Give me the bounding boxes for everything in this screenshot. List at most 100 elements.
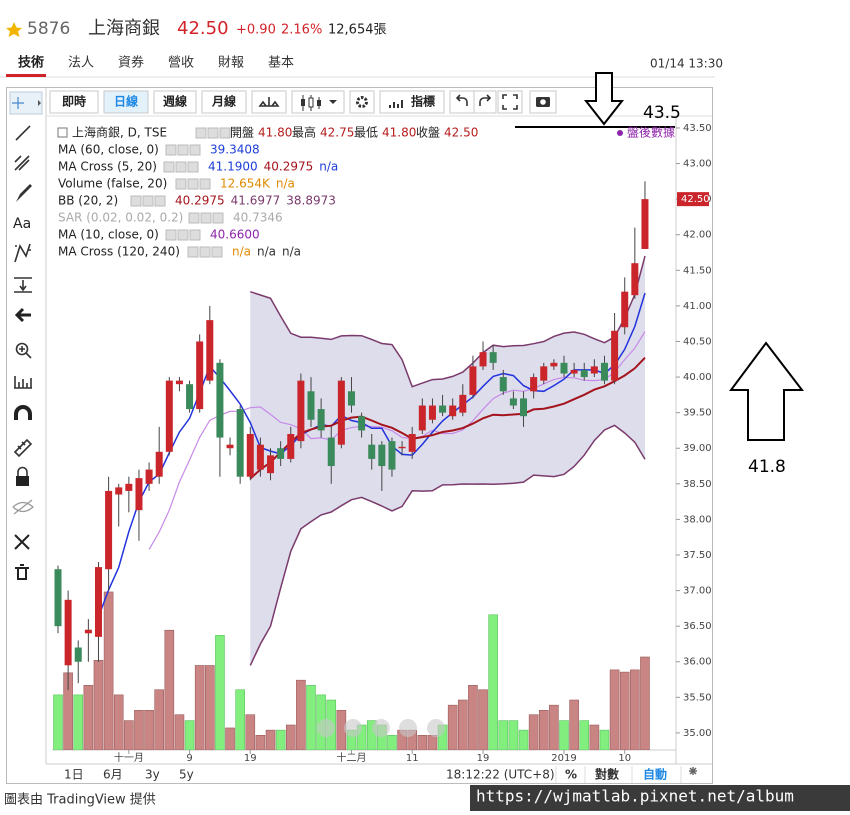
legend-icon[interactable] xyxy=(175,161,187,173)
legend-icon[interactable] xyxy=(142,195,154,207)
scale-option[interactable]: % xyxy=(565,768,577,782)
fullscreen-button[interactable] xyxy=(497,90,523,114)
hide-tool[interactable] xyxy=(12,499,34,515)
legend-icon[interactable] xyxy=(177,144,189,156)
settings-button[interactable] xyxy=(349,90,375,114)
interval-button[interactable] xyxy=(103,90,149,114)
legend-icon[interactable] xyxy=(177,229,189,241)
redo-button[interactable] xyxy=(473,90,497,114)
legend-icon[interactable] xyxy=(189,229,201,241)
tab[interactable]: 基本 xyxy=(268,56,294,71)
tab[interactable]: 資券 xyxy=(118,55,144,71)
ohlc-label: 最高 xyxy=(292,125,316,140)
candle-body xyxy=(590,366,598,374)
trendline-tool[interactable] xyxy=(15,125,31,141)
tab[interactable]: 技術 xyxy=(18,55,44,71)
indicator-icon xyxy=(389,100,403,108)
scroll-control[interactable] xyxy=(427,719,445,737)
collapse-icon[interactable] xyxy=(57,127,68,138)
stock-name: 上海商銀 xyxy=(88,18,160,39)
legend-icon[interactable] xyxy=(163,161,175,173)
legend-icon[interactable] xyxy=(189,144,201,156)
candle-body xyxy=(317,409,325,431)
interval-button[interactable] xyxy=(153,90,197,114)
legend-icon[interactable] xyxy=(175,178,187,190)
legend-icon[interactable] xyxy=(188,212,200,224)
bar-tool[interactable] xyxy=(14,376,32,389)
scale-option[interactable]: 對數 xyxy=(595,767,619,782)
y-tick-label: 40.50 xyxy=(683,336,712,347)
legend-icon[interactable] xyxy=(200,212,212,224)
legend-icon[interactable] xyxy=(165,144,177,156)
study-name: BB (20, 2) xyxy=(58,194,118,208)
range-button[interactable]: 6月 xyxy=(103,768,123,782)
legend-icon[interactable] xyxy=(195,127,207,139)
scroll-control[interactable] xyxy=(344,719,362,737)
legend-icon[interactable] xyxy=(212,212,224,224)
candle-body xyxy=(135,478,143,511)
tab[interactable]: 法人 xyxy=(68,56,94,71)
y-tick-label: 40.00 xyxy=(683,372,712,383)
tools-icon[interactable] xyxy=(14,534,30,550)
scroll-control[interactable] xyxy=(399,719,417,737)
legend-icon[interactable] xyxy=(199,246,211,258)
volume-bar xyxy=(113,694,124,750)
candle-body xyxy=(499,377,507,392)
measure-tool[interactable] xyxy=(14,277,32,293)
favorite-star[interactable] xyxy=(6,22,22,37)
footer: 圖表由 TradingView 提供 xyxy=(4,792,156,808)
candle-body xyxy=(469,366,477,395)
volume-bar xyxy=(630,669,640,750)
tab[interactable]: 營收 xyxy=(168,56,194,71)
study-name: MA (10, close, 0) xyxy=(58,228,159,242)
legend-icon[interactable] xyxy=(154,195,166,207)
interval-button[interactable] xyxy=(49,90,99,114)
candle-body xyxy=(155,451,163,477)
scale-option[interactable]: 自動 xyxy=(643,767,667,782)
volume-bar xyxy=(215,635,225,750)
indicators-button[interactable] xyxy=(379,90,445,114)
scroll-control[interactable] xyxy=(372,719,390,737)
undo-button[interactable] xyxy=(449,90,475,114)
study-value: n/a xyxy=(282,245,301,259)
range-button[interactable]: 3y xyxy=(145,768,160,782)
scroll-control[interactable] xyxy=(317,719,335,737)
volume-bar xyxy=(619,671,630,750)
legend-icon[interactable] xyxy=(187,161,199,173)
trash-tool[interactable] xyxy=(15,564,29,580)
legend-icon[interactable] xyxy=(187,178,199,190)
legend-icon[interactable] xyxy=(211,246,223,258)
legend-icon[interactable] xyxy=(199,178,211,190)
y-tick-label: 36.00 xyxy=(683,657,712,668)
volume-bar xyxy=(174,714,185,750)
text-tool[interactable]: Aa xyxy=(13,216,31,232)
tab[interactable]: 財報 xyxy=(218,56,244,71)
magnet-tool[interactable] xyxy=(14,405,32,420)
study-value: n/a xyxy=(276,177,295,191)
y-tick-label: 35.50 xyxy=(683,692,712,703)
after-hours[interactable]: 盤後數據 xyxy=(627,126,675,140)
lock-tool[interactable] xyxy=(16,476,29,486)
pattern-tool[interactable] xyxy=(14,243,31,263)
brush-tool[interactable] xyxy=(16,184,32,202)
fib-tool[interactable] xyxy=(14,155,30,171)
y-tick-label: 41.50 xyxy=(683,265,712,276)
legend-icon[interactable] xyxy=(187,246,199,258)
interval-button[interactable] xyxy=(201,90,247,114)
volume-bar xyxy=(144,710,154,750)
legend-icon[interactable] xyxy=(207,127,219,139)
legend-icon[interactable] xyxy=(165,229,177,241)
candle-body xyxy=(186,384,194,410)
legend-icon[interactable] xyxy=(219,127,231,139)
legend-icon[interactable] xyxy=(130,195,142,207)
settings-icon[interactable] xyxy=(689,767,697,775)
back-tool[interactable] xyxy=(14,307,31,323)
candle-body xyxy=(267,455,275,474)
range-button[interactable]: 5y xyxy=(179,768,194,782)
volume-bar xyxy=(154,689,164,750)
zoom-tool[interactable] xyxy=(15,342,29,356)
study-name: SAR (0.02, 0.02, 0.2) xyxy=(58,211,183,225)
ruler-lock-tool[interactable] xyxy=(13,438,33,458)
watermark-band xyxy=(470,785,850,811)
range-button[interactable]: 1日 xyxy=(64,768,84,782)
